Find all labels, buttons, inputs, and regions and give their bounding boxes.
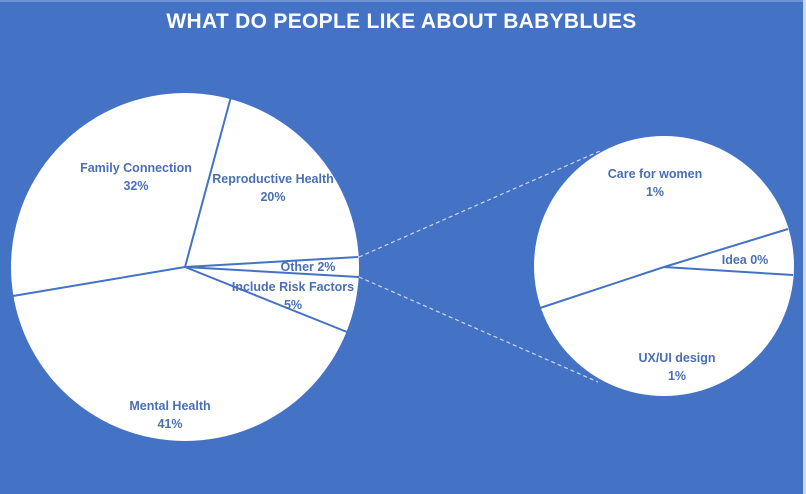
slice-percent: 5% bbox=[283, 298, 303, 312]
slice-label-other: Other 2% bbox=[268, 258, 348, 276]
slice-name: Reproductive Health bbox=[212, 172, 334, 186]
slice-label-family-connection: Family Connection 32% bbox=[68, 159, 204, 195]
slice-name: Include Risk Factors bbox=[231, 280, 355, 294]
slice-label-idea: Idea 0% bbox=[710, 251, 780, 269]
slice-divider bbox=[12, 266, 186, 297]
slice-name: Idea 0% bbox=[721, 253, 769, 267]
slice-name: Mental Health bbox=[129, 399, 211, 413]
slice-label-care-for-women: Care for women 1% bbox=[595, 165, 715, 201]
secondary-pie bbox=[534, 136, 794, 396]
connector-lines bbox=[358, 150, 601, 383]
slice-divider bbox=[184, 92, 233, 268]
slice-percent: 1% bbox=[645, 185, 665, 199]
slice-percent: 1% bbox=[667, 369, 687, 383]
slice-label-include-risk-factors: Include Risk Factors 5% bbox=[222, 278, 364, 314]
window-edge bbox=[803, 0, 806, 494]
chart-title: WHAT DO PEOPLE LIKE ABOUT BABYBLUES bbox=[166, 10, 637, 33]
slice-percent: 41% bbox=[157, 417, 183, 431]
slice-name: Family Connection bbox=[80, 161, 192, 175]
connector-line-top bbox=[358, 150, 601, 258]
main-pie bbox=[11, 92, 360, 441]
slice-name: UX/UI design bbox=[638, 351, 716, 365]
slice-name: Care for women bbox=[607, 167, 703, 181]
slice-label-reproductive-health: Reproductive Health 20% bbox=[205, 170, 341, 206]
slice-divider bbox=[539, 266, 665, 309]
slice-divider bbox=[663, 266, 794, 276]
connector-line-bottom bbox=[358, 276, 599, 383]
slice-divider bbox=[663, 228, 789, 268]
slice-name: Other 2% bbox=[280, 260, 336, 274]
slice-percent: 32% bbox=[123, 179, 149, 193]
slice-label-ux-ui-design: UX/UI design 1% bbox=[617, 349, 737, 385]
slice-divider bbox=[184, 256, 359, 268]
slice-label-mental-health: Mental Health 41% bbox=[110, 397, 230, 433]
slice-divider bbox=[184, 266, 348, 333]
slice-divider bbox=[184, 266, 360, 278]
slice-percent: 20% bbox=[260, 190, 286, 204]
